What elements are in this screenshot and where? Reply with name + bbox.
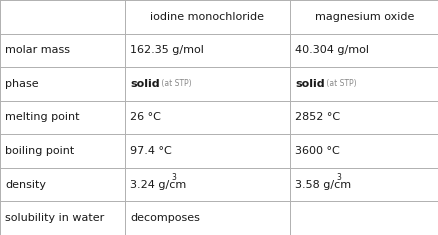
Text: (at STP): (at STP): [323, 79, 355, 88]
Text: density: density: [5, 180, 46, 190]
Text: solid: solid: [130, 79, 159, 89]
Text: decomposes: decomposes: [130, 213, 200, 223]
Text: 2852 °C: 2852 °C: [294, 113, 339, 122]
Text: 3.24 g/cm: 3.24 g/cm: [130, 180, 186, 190]
Text: solid: solid: [294, 79, 324, 89]
Text: 3: 3: [336, 173, 341, 182]
Text: magnesium oxide: magnesium oxide: [314, 12, 413, 22]
Text: 162.35 g/mol: 162.35 g/mol: [130, 45, 204, 55]
Text: solubility in water: solubility in water: [5, 213, 104, 223]
Text: molar mass: molar mass: [5, 45, 70, 55]
Text: (at STP): (at STP): [159, 79, 191, 88]
Text: 3.58 g/cm: 3.58 g/cm: [294, 180, 350, 190]
Text: 3: 3: [171, 173, 177, 182]
Text: 3600 °C: 3600 °C: [294, 146, 339, 156]
Text: iodine monochloride: iodine monochloride: [150, 12, 264, 22]
Text: 97.4 °C: 97.4 °C: [130, 146, 172, 156]
Text: 26 °C: 26 °C: [130, 113, 161, 122]
Text: melting point: melting point: [5, 113, 80, 122]
Text: phase: phase: [5, 79, 39, 89]
Text: 40.304 g/mol: 40.304 g/mol: [294, 45, 368, 55]
Text: boiling point: boiling point: [5, 146, 74, 156]
